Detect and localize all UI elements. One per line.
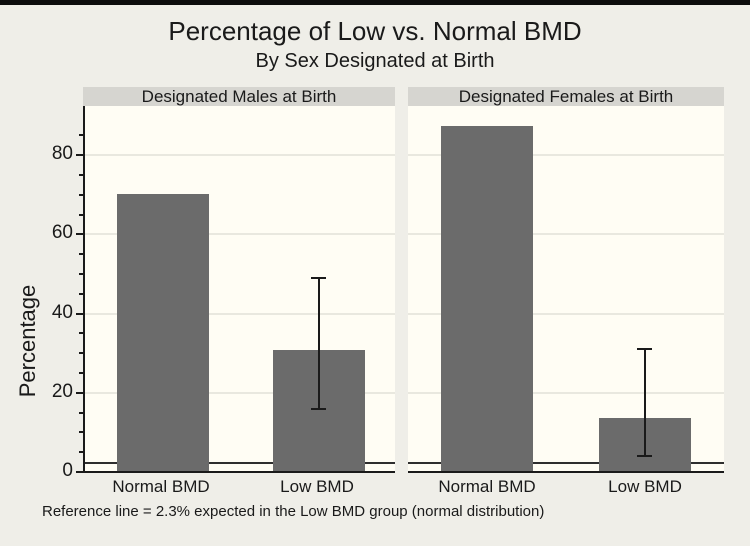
plot-area bbox=[83, 106, 395, 473]
chart-subtitle: By Sex Designated at Birth bbox=[255, 50, 495, 72]
y-minor-tick bbox=[79, 372, 83, 374]
y-minor-tick bbox=[79, 134, 83, 136]
category-label: Normal BMD bbox=[112, 477, 210, 496]
panel-header: Designated Males at Birth bbox=[83, 87, 395, 106]
bar-normal-bmd bbox=[441, 126, 533, 471]
y-major-tick bbox=[76, 471, 83, 473]
panel-header: Designated Females at Birth bbox=[408, 87, 724, 106]
y-minor-tick bbox=[79, 194, 83, 196]
category-label: Low BMD bbox=[608, 477, 682, 496]
gridline-20 bbox=[408, 392, 724, 394]
y-minor-tick bbox=[79, 253, 83, 255]
y-tick-label: 80 bbox=[51, 143, 73, 164]
reference-line bbox=[408, 462, 724, 464]
gridline-40 bbox=[85, 313, 395, 315]
gridline-20 bbox=[85, 392, 395, 394]
reference-line-note: Reference line = 2.3% expected in the Lo… bbox=[42, 503, 545, 520]
y-minor-tick bbox=[79, 412, 83, 414]
y-major-tick bbox=[76, 313, 83, 315]
window-top-edge bbox=[0, 0, 750, 5]
reference-line bbox=[85, 462, 395, 464]
y-tick-label: 20 bbox=[51, 381, 73, 402]
y-minor-tick bbox=[79, 431, 83, 433]
y-major-tick bbox=[76, 154, 83, 156]
error-bar bbox=[318, 277, 320, 408]
error-bar bbox=[644, 348, 646, 455]
y-major-tick bbox=[76, 233, 83, 235]
category-label: Low BMD bbox=[280, 477, 354, 496]
y-tick-label: 60 bbox=[51, 222, 73, 243]
chart-title: Percentage of Low vs. Normal BMD bbox=[168, 16, 582, 46]
y-tick-label: 40 bbox=[51, 302, 73, 323]
y-tick-label: 0 bbox=[62, 460, 73, 481]
gridline-60 bbox=[408, 233, 724, 235]
y-minor-tick bbox=[79, 352, 83, 354]
plot-area bbox=[408, 106, 724, 473]
y-major-tick bbox=[76, 392, 83, 394]
gridline-40 bbox=[408, 313, 724, 315]
y-minor-tick bbox=[79, 332, 83, 334]
y-minor-tick bbox=[79, 214, 83, 216]
gridline-80 bbox=[85, 154, 395, 156]
y-minor-tick bbox=[79, 451, 83, 453]
error-bar-cap bbox=[311, 277, 326, 279]
gridline-60 bbox=[85, 233, 395, 235]
error-bar-cap bbox=[311, 408, 326, 410]
category-label: Normal BMD bbox=[438, 477, 536, 496]
error-bar-cap bbox=[637, 455, 652, 457]
y-minor-tick bbox=[79, 174, 83, 176]
bar-normal-bmd bbox=[117, 194, 209, 471]
error-bar-cap bbox=[637, 348, 652, 350]
y-minor-tick bbox=[79, 273, 83, 275]
y-minor-tick bbox=[79, 293, 83, 295]
gridline-80 bbox=[408, 154, 724, 156]
